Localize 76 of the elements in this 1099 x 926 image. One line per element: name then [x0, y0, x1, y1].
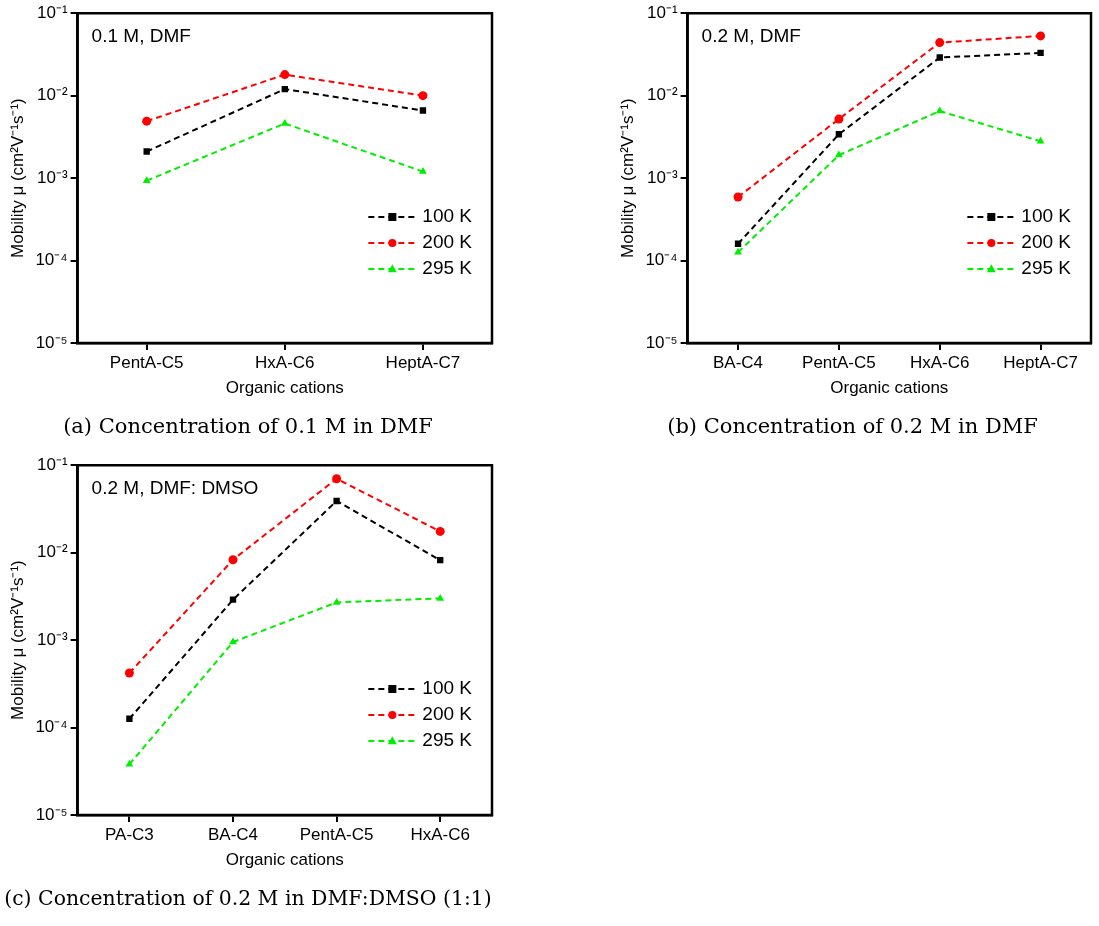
point	[834, 114, 844, 124]
y-tick-label: 10⁻¹	[647, 2, 678, 22]
x-axis-title: Organic cations	[225, 378, 344, 398]
x-tick-label: PentA-C5	[109, 352, 184, 372]
x-tick-label: HxA-C6	[410, 824, 470, 844]
point	[419, 107, 427, 114]
x-tick-label: HeptA-C7	[385, 352, 461, 372]
y-tick-label: 10⁻⁴	[35, 717, 68, 737]
point	[332, 597, 341, 605]
y-tick-label: 10⁻¹	[37, 2, 68, 22]
text: (c) Concentration of 0.2 M in DMF:DMSO (1:1)	[4, 885, 492, 910]
y-tick-label: 10⁻²	[647, 85, 678, 105]
legend-label: 200 K	[422, 231, 473, 253]
point	[142, 176, 151, 183]
y-tick-label: 10⁻¹	[37, 454, 68, 474]
y-tick-label: 10⁻⁴	[35, 250, 68, 270]
point	[436, 593, 445, 601]
y-tick-label: 10⁻³	[37, 629, 68, 649]
point	[125, 759, 134, 767]
point	[734, 247, 742, 255]
y-tick-label: 10⁻⁵	[35, 332, 68, 352]
y-tick-label: 10⁻⁵	[35, 804, 68, 824]
y-tick-label: 10⁻⁵	[645, 332, 678, 352]
point	[143, 148, 150, 155]
x-tick-label: BA-C4	[713, 352, 764, 372]
legend-label: 295 K	[422, 257, 473, 279]
y-tick-label: 10⁻²	[37, 542, 68, 562]
x-tick-label: HeptA-C7	[1003, 352, 1078, 372]
legend-label: 100 K	[422, 677, 473, 699]
point	[228, 555, 238, 565]
annotation: 0.2 M, DMF	[701, 24, 801, 46]
point	[1036, 31, 1046, 41]
y-tick-label: 10⁻²	[37, 85, 68, 105]
x-tick-label: PA-C3	[105, 824, 154, 844]
legend-label: 295 K	[422, 729, 473, 751]
point	[418, 91, 428, 101]
x-tick-label: HxA-C6	[255, 352, 315, 372]
legend-label: 295 K	[1021, 257, 1072, 279]
point	[332, 474, 342, 484]
point	[733, 192, 743, 202]
point	[834, 150, 843, 158]
y-axis-title: Mobility μ (cm²V⁻¹s⁻¹)	[7, 98, 27, 258]
x-axis-title: Organic cations	[225, 850, 344, 870]
text: (b) Concentration of 0.2 M in DMF	[667, 413, 1038, 438]
x-axis-title: Organic cations	[830, 378, 949, 398]
point	[935, 106, 944, 114]
x-tick-label: PentA-C5	[299, 824, 374, 844]
x-tick-label: BA-C4	[207, 824, 259, 844]
y-axis-title: Mobility μ (cm²V⁻¹s⁻¹)	[7, 560, 27, 720]
point	[142, 116, 152, 126]
y-axis-title: Mobility μ (cm²V⁻¹s⁻¹)	[617, 98, 637, 258]
legend-label: 100 K	[422, 205, 473, 227]
legend-label: 100 K	[1021, 205, 1072, 227]
point	[229, 637, 237, 645]
point	[281, 85, 288, 93]
annotation: 0.2 M, DMF: DMSO	[91, 476, 259, 498]
y-tick-label: 10⁻³	[647, 167, 678, 187]
x-tick-label: PentA-C5	[802, 352, 876, 372]
legend-label: 200 K	[422, 703, 473, 725]
text: (a) Concentration of 0.1 M in DMF	[63, 413, 433, 438]
point	[229, 596, 237, 603]
point	[280, 118, 289, 126]
y-tick-label: 10⁻⁴	[645, 250, 678, 270]
point	[935, 38, 945, 48]
point	[124, 668, 134, 678]
x-tick-label: HxA-C6	[909, 352, 970, 372]
y-tick-label: 10⁻³	[37, 167, 68, 187]
annotation: 0.1 M, DMF	[91, 24, 191, 46]
point	[936, 54, 943, 61]
point	[435, 526, 445, 536]
point	[419, 167, 427, 174]
legend-label: 200 K	[1021, 231, 1072, 253]
point	[1037, 49, 1044, 57]
point	[126, 715, 133, 722]
point	[333, 497, 340, 505]
point	[280, 70, 290, 80]
